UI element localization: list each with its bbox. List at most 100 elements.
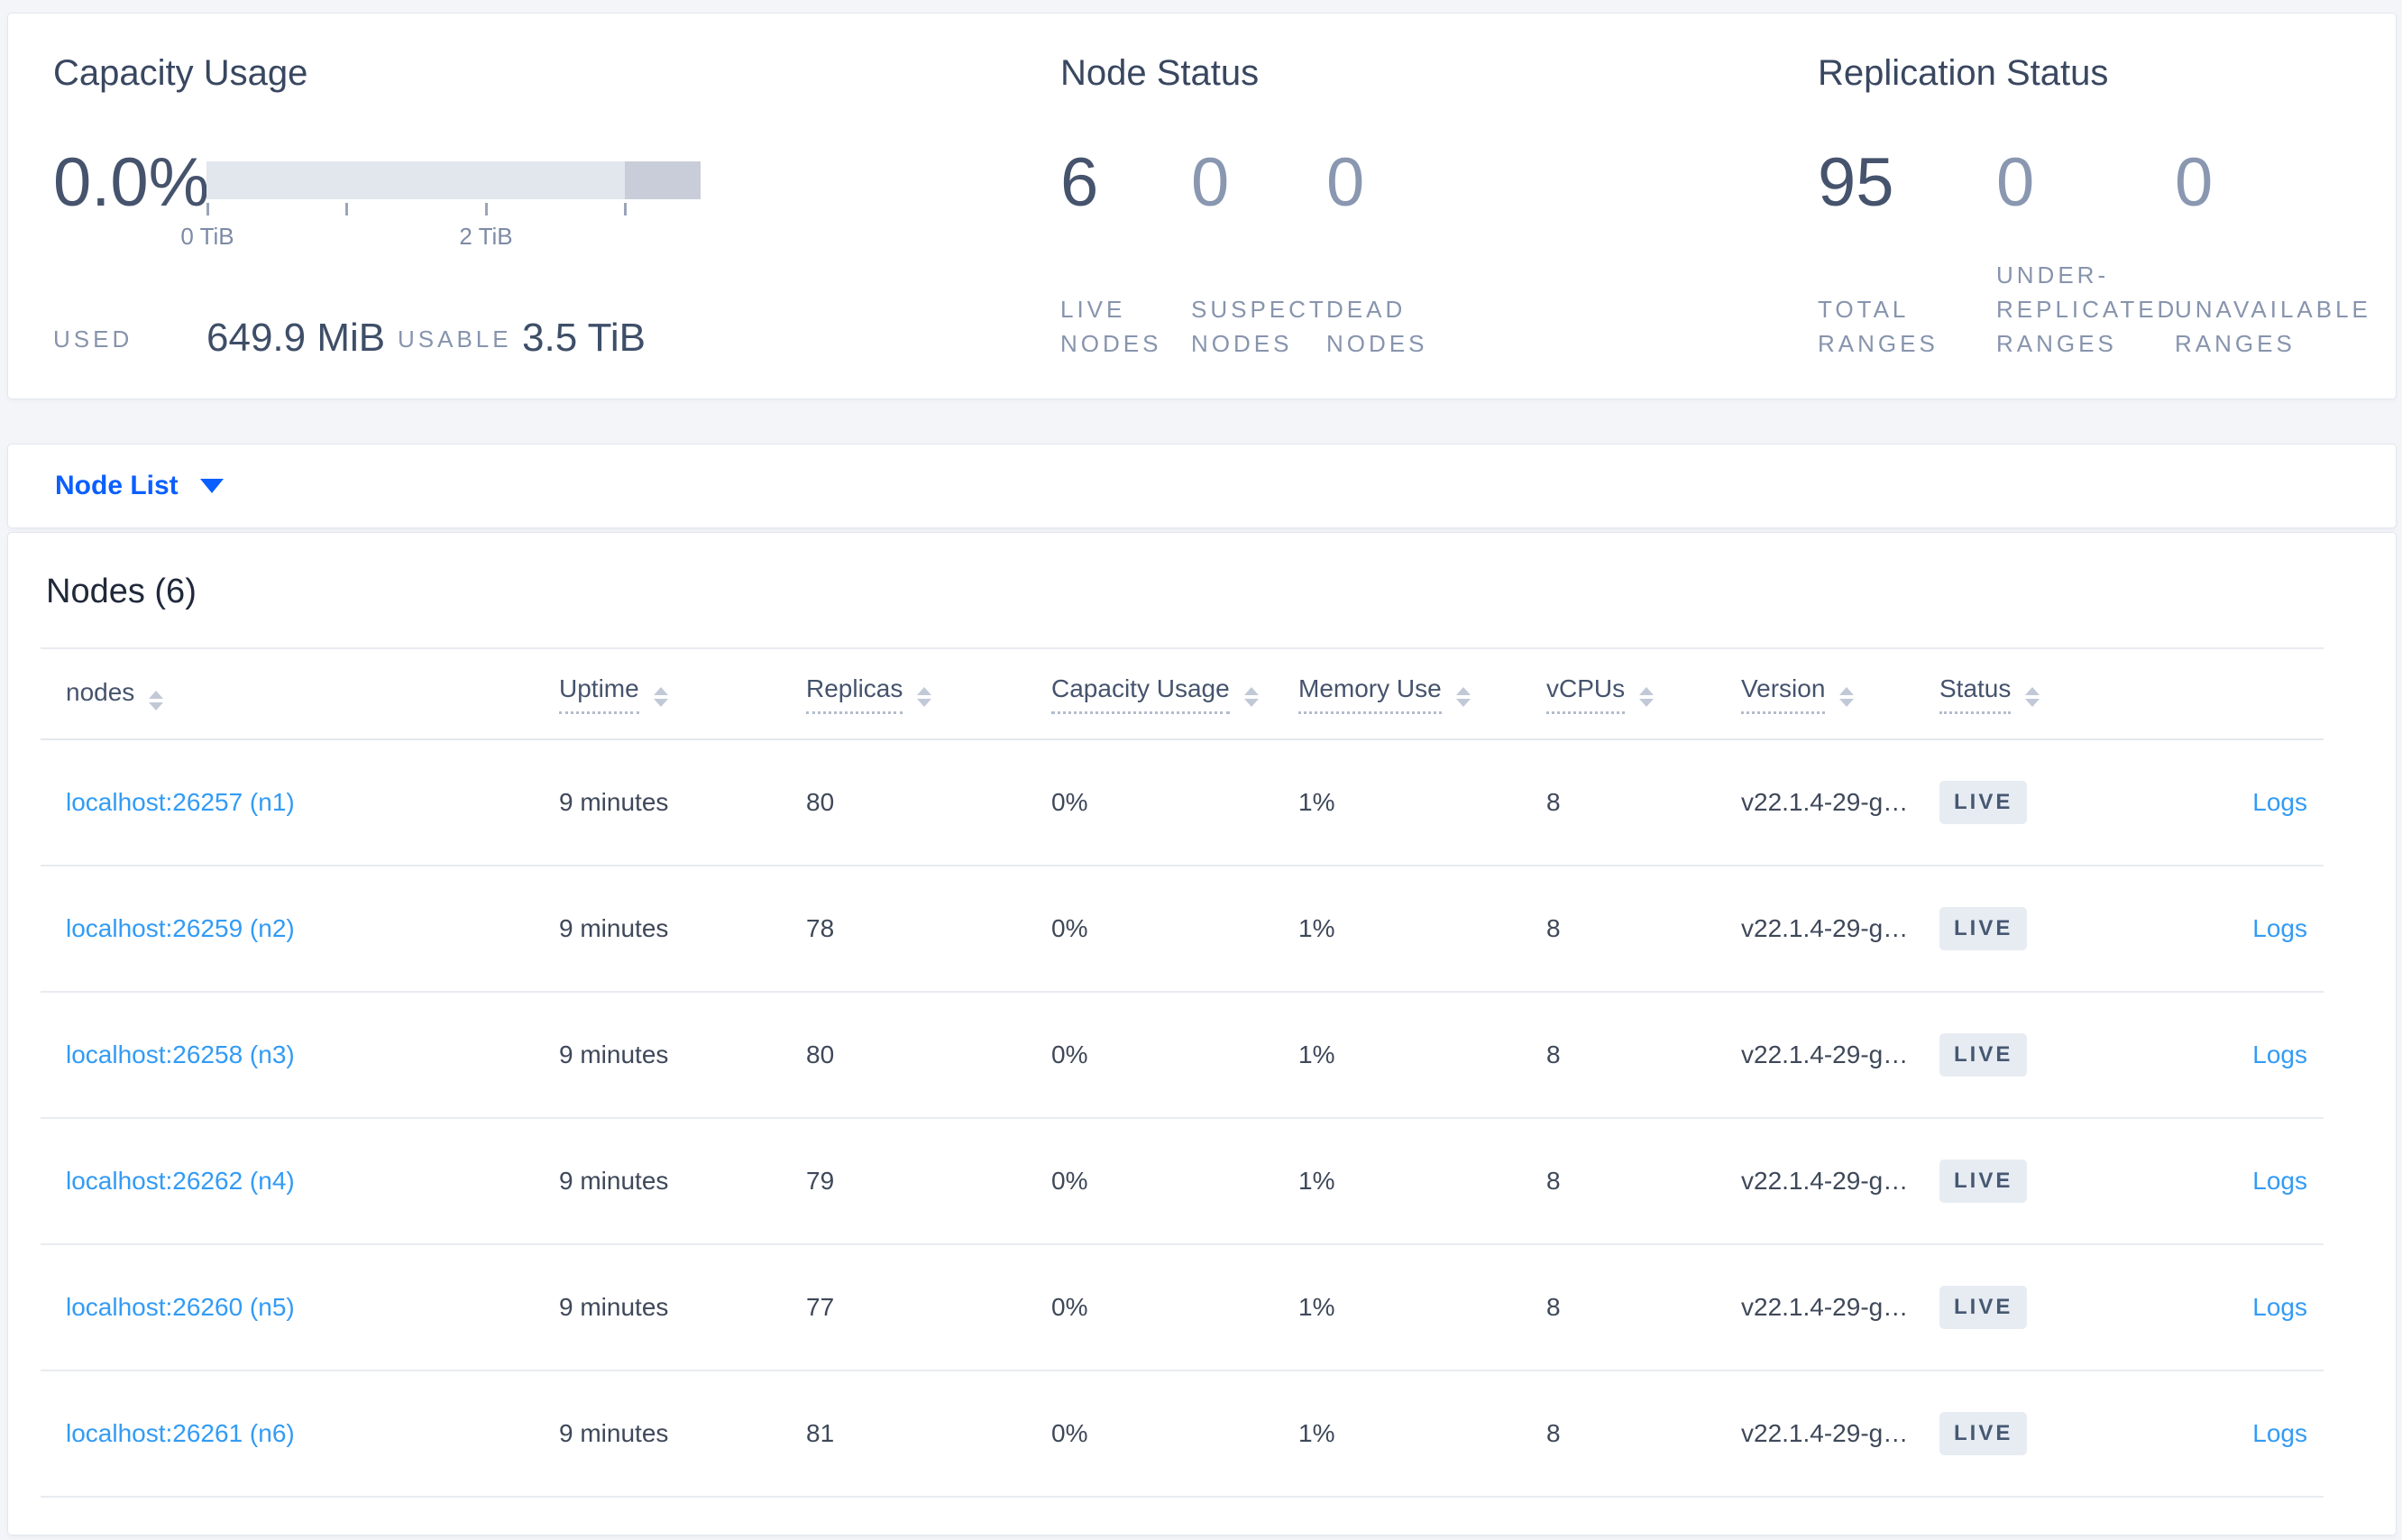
column-header-label: Version	[1741, 674, 1826, 714]
table-row: localhost:26261 (n6) 9 minutes 81 0% 1% 8 v22.…	[41, 1370, 2324, 1497]
column-header-label: Memory Use	[1298, 674, 1442, 714]
usable-value: 3.5 TiB	[522, 316, 646, 360]
column-header-vcpus[interactable]: vCPUs	[1546, 648, 1741, 739]
table-row: localhost:26257 (n1) 9 minutes 80 0% 1% 8 v22.…	[41, 739, 2324, 866]
uptime-cell: 9 minutes	[559, 1040, 669, 1068]
vcpus-cell: 8	[1546, 1293, 1561, 1321]
axis-tick	[485, 203, 488, 215]
node-link[interactable]: localhost:26260 (n5)	[66, 1293, 295, 1321]
view-selector-card: Node List	[7, 444, 2397, 528]
column-header-logs	[2147, 648, 2324, 739]
node-list-dropdown[interactable]: Node List	[55, 445, 224, 527]
capacity-usage-cell: 0%	[1051, 914, 1088, 942]
replicas-cell: 79	[806, 1167, 835, 1195]
sort-icon[interactable]	[1243, 686, 1259, 707]
version-cell: v22.1.4-29-g…	[1741, 914, 1909, 942]
live-nodes-label: LIVE NODES	[1060, 296, 1162, 357]
dead-nodes-label: DEAD NODES	[1326, 296, 1428, 357]
axis-tick	[345, 203, 348, 215]
column-header-label: Status	[1939, 674, 2012, 714]
logs-link[interactable]: Logs	[2252, 1167, 2307, 1195]
version-cell: v22.1.4-29-g…	[1741, 788, 1909, 816]
memory-use-cell: 1%	[1298, 1040, 1335, 1068]
table-row: localhost:26260 (n5) 9 minutes 77 0% 1% 8 v22.…	[41, 1244, 2324, 1370]
cluster-overview-card: Capacity Usage 0.0% USED 649.9 MiB USABL…	[7, 13, 2397, 399]
logs-link[interactable]: Logs	[2252, 1293, 2307, 1321]
status-badge: LIVE	[1939, 1412, 2028, 1455]
replicas-cell: 77	[806, 1293, 835, 1321]
memory-use-cell: 1%	[1298, 788, 1335, 816]
column-header-nodes[interactable]: nodes	[41, 648, 559, 739]
status-badge: LIVE	[1939, 781, 2028, 824]
node-link[interactable]: localhost:26259 (n2)	[66, 914, 295, 942]
column-header-capacity-usage[interactable]: Capacity Usage	[1051, 648, 1298, 739]
column-header-label: nodes	[66, 677, 135, 706]
sort-icon[interactable]	[1455, 686, 1471, 707]
node-list-dropdown-label: Node List	[55, 471, 179, 500]
memory-use-cell: 1%	[1298, 914, 1335, 942]
usable-label: USABLE	[398, 325, 512, 353]
uptime-cell: 9 minutes	[559, 1293, 669, 1321]
axis-tick-label: 0 TiB	[180, 223, 234, 250]
status-badge: LIVE	[1939, 1286, 2028, 1329]
sort-icon[interactable]	[2025, 686, 2040, 707]
table-header-row: nodes Uptime Replicas Capacity Usage Memory …	[41, 648, 2324, 739]
version-cell: v22.1.4-29-g…	[1741, 1293, 1909, 1321]
capacity-usage-cell: 0%	[1051, 1040, 1088, 1068]
uptime-cell: 9 minutes	[559, 788, 669, 816]
column-header-version[interactable]: Version	[1741, 648, 1939, 739]
logs-link[interactable]: Logs	[2252, 1040, 2307, 1068]
sort-icon[interactable]	[149, 690, 164, 710]
column-header-memory-use[interactable]: Memory Use	[1298, 648, 1546, 739]
node-link[interactable]: localhost:26258 (n3)	[66, 1040, 295, 1068]
version-cell: v22.1.4-29-g…	[1741, 1040, 1909, 1068]
uptime-cell: 9 minutes	[559, 1167, 669, 1195]
logs-link[interactable]: Logs	[2252, 914, 2307, 942]
axis-tick-label: 2 TiB	[459, 223, 513, 250]
logs-link[interactable]: Logs	[2252, 1419, 2307, 1447]
unavailable-ranges-label: UNAVAILABLE RANGES	[2175, 296, 2371, 357]
status-badge: LIVE	[1939, 1160, 2028, 1203]
suspect-nodes-count: 0	[1191, 144, 1230, 221]
sort-icon[interactable]	[1839, 686, 1855, 707]
suspect-nodes-label: SUSPECT NODES	[1191, 296, 1327, 357]
vcpus-cell: 8	[1546, 1167, 1561, 1195]
capacity-usage-cell: 0%	[1051, 1293, 1088, 1321]
sort-icon[interactable]	[1639, 686, 1655, 707]
capacity-usage-cell: 0%	[1051, 1419, 1088, 1447]
replicas-cell: 78	[806, 914, 835, 942]
replicas-cell: 81	[806, 1419, 835, 1447]
capacity-usage-percent: 0.0%	[53, 144, 210, 221]
uptime-cell: 9 minutes	[559, 1419, 669, 1447]
total-ranges-count: 95	[1818, 144, 1894, 221]
vcpus-cell: 8	[1546, 788, 1561, 816]
uptime-cell: 9 minutes	[559, 914, 669, 942]
version-cell: v22.1.4-29-g…	[1741, 1167, 1909, 1195]
logs-link[interactable]: Logs	[2252, 788, 2307, 816]
capacity-usage-bar-chart	[206, 161, 701, 199]
under-replicated-ranges-count: 0	[1996, 144, 2035, 221]
column-header-label: vCPUs	[1546, 674, 1626, 714]
table-row: localhost:26258 (n3) 9 minutes 80 0% 1% 8 v22.…	[41, 992, 2324, 1118]
memory-use-cell: 1%	[1298, 1419, 1335, 1447]
vcpus-cell: 8	[1546, 1040, 1561, 1068]
capacity-usage-cell: 0%	[1051, 1167, 1088, 1195]
node-link[interactable]: localhost:26262 (n4)	[66, 1167, 295, 1195]
capacity-usage-cell: 0%	[1051, 788, 1088, 816]
status-badge: LIVE	[1939, 1033, 2028, 1077]
nodes-table-card: Nodes (6) nodes Uptime Replicas Capacity Us…	[7, 532, 2397, 1535]
replication-status-title: Replication Status	[1818, 53, 2109, 93]
column-header-uptime[interactable]: Uptime	[559, 648, 806, 739]
total-ranges-label: TOTAL RANGES	[1818, 296, 1939, 357]
node-link[interactable]: localhost:26257 (n1)	[66, 788, 295, 816]
capacity-usage-title: Capacity Usage	[53, 53, 308, 93]
column-header-label: Uptime	[559, 674, 639, 714]
column-header-replicas[interactable]: Replicas	[806, 648, 1051, 739]
sort-icon[interactable]	[653, 686, 668, 707]
replicas-cell: 80	[806, 788, 835, 816]
sort-icon[interactable]	[917, 686, 932, 707]
node-link[interactable]: localhost:26261 (n6)	[66, 1419, 295, 1447]
column-header-status[interactable]: Status	[1939, 648, 2147, 739]
used-value: 649.9 MiB	[206, 316, 386, 360]
axis-tick	[624, 203, 627, 215]
